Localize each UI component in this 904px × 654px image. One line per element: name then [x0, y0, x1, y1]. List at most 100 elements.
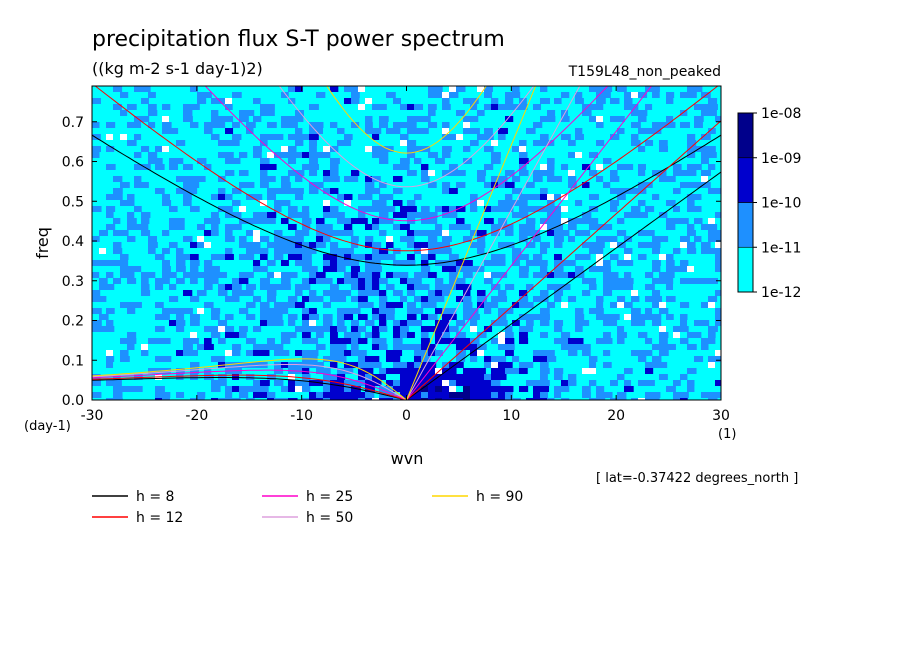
field-cell	[288, 296, 298, 302]
field-cell	[337, 398, 347, 400]
field-cell	[554, 326, 563, 332]
colorbar-label: 1e-09	[761, 151, 801, 167]
field-cell	[582, 392, 591, 398]
field-cell	[267, 152, 274, 158]
field-cell	[218, 98, 228, 104]
field-cell	[400, 374, 408, 380]
field-cell	[603, 260, 611, 266]
field-cell	[631, 314, 641, 320]
field-cell	[302, 134, 311, 140]
field-cell	[645, 230, 655, 236]
field-cell	[351, 296, 361, 302]
field-cell	[330, 392, 339, 398]
field-cell	[533, 380, 543, 386]
field-cell	[540, 320, 550, 326]
field-cell	[246, 248, 255, 254]
field-cell	[309, 158, 318, 164]
dispersion-curve	[406, 86, 581, 400]
field-cell	[267, 218, 276, 224]
field-cell	[554, 212, 562, 218]
field-cell	[624, 278, 634, 284]
field-cell	[484, 374, 494, 380]
field-cell	[407, 398, 416, 400]
field-cell	[365, 368, 374, 374]
field-cell	[715, 290, 721, 296]
field-cell	[603, 158, 612, 164]
field-cell	[393, 224, 403, 230]
field-cell	[204, 260, 213, 266]
x-tick-label: -10	[290, 408, 313, 424]
field-cell	[358, 356, 368, 362]
field-cell	[183, 338, 191, 344]
field-cell	[617, 302, 624, 308]
field-cell	[554, 284, 563, 290]
field-cell	[386, 302, 394, 308]
field-cell	[687, 152, 696, 158]
field-cell	[400, 236, 408, 242]
field-cell	[155, 284, 164, 290]
field-cell	[365, 290, 374, 296]
field-cell	[421, 254, 430, 260]
field-cell	[631, 92, 638, 98]
field-cell	[708, 104, 718, 110]
field-cell	[351, 254, 359, 260]
field-cell	[687, 368, 697, 374]
field-cell	[281, 92, 289, 98]
field-cell	[428, 296, 438, 302]
field-cell	[645, 392, 655, 398]
legend-label: h = 50	[306, 510, 353, 526]
field-cell	[267, 398, 277, 400]
field-cell	[610, 236, 618, 242]
field-cell	[372, 152, 381, 158]
field-cell	[442, 266, 450, 272]
field-cell	[652, 362, 661, 368]
field-cell	[127, 218, 137, 224]
field-cell	[162, 200, 172, 206]
field-cell	[232, 122, 240, 128]
field-cell	[680, 374, 688, 380]
field-cell	[330, 158, 340, 164]
field-cell	[239, 392, 249, 398]
field-cell	[330, 170, 339, 176]
field-cell	[267, 320, 277, 326]
field-cell	[512, 104, 521, 110]
field-cell	[162, 272, 171, 278]
field-cell	[596, 314, 604, 320]
field-cell	[344, 140, 352, 146]
field-cell	[148, 158, 157, 164]
field-cell	[281, 386, 289, 392]
field-cell	[463, 260, 473, 266]
field-cell	[463, 98, 473, 104]
field-cell	[239, 254, 249, 260]
field-cell	[127, 338, 137, 344]
field-cell	[561, 116, 570, 122]
field-cell	[617, 284, 625, 290]
field-cell	[596, 116, 603, 122]
field-cell	[491, 272, 500, 278]
field-cell	[428, 368, 438, 374]
field-cell	[505, 194, 513, 200]
field-cell	[526, 218, 536, 224]
field-cell	[470, 308, 479, 314]
field-cell	[568, 236, 576, 242]
field-cell	[183, 350, 191, 356]
field-cell	[295, 116, 304, 122]
field-cell	[232, 374, 240, 380]
field-cell	[316, 224, 326, 230]
field-cell	[442, 236, 452, 242]
field-cell	[442, 206, 451, 212]
field-cell	[687, 206, 695, 212]
field-cell	[505, 170, 515, 176]
field-cell	[155, 326, 165, 332]
field-cell	[120, 338, 130, 344]
field-cell	[491, 338, 500, 344]
field-cell	[253, 236, 260, 242]
field-cell	[519, 146, 526, 152]
field-cell	[589, 152, 598, 158]
field-cell	[211, 380, 219, 386]
field-cell	[463, 272, 473, 278]
field-cell	[393, 386, 402, 392]
field-cell	[575, 254, 584, 260]
field-cell	[484, 272, 491, 278]
field-cell	[421, 374, 430, 380]
